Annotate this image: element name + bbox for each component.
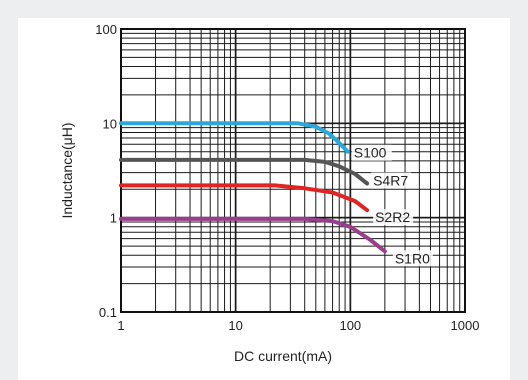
y-tick-label: 1 [110, 211, 117, 226]
series-label-backing [392, 250, 433, 267]
series-label-s4r7: S4R7 [373, 173, 408, 189]
y-tick-label: 100 [95, 22, 117, 37]
chart-card: 1 10 100 1000 0.1 1 10 100 DC current(mA) Inducta… [18, 18, 510, 380]
series-label-backing [373, 209, 414, 226]
series-line-s4r7 [119, 157, 370, 186]
y-tick-label: 10 [103, 116, 117, 131]
series-label-backing [371, 172, 412, 189]
x-tick-label: 1000 [451, 318, 480, 333]
series-line-s100 [119, 121, 350, 154]
series-label-s100: S100 [354, 145, 387, 161]
y-axis-title: Inductance(μH) [59, 123, 75, 219]
x-tick-label: 100 [339, 318, 361, 333]
plot-area [121, 29, 465, 312]
series-label-backing [351, 144, 392, 161]
x-tick-label: 1 [117, 318, 124, 333]
series-line-s1r0 [119, 216, 387, 254]
plot-frame [120, 28, 466, 313]
x-tick-label: 10 [228, 318, 242, 333]
series-line-s2r2 [119, 183, 370, 213]
series-label-s1r0: S1R0 [395, 250, 430, 266]
x-axis-title: DC current(mA) [234, 348, 332, 364]
y-tick-label: 0.1 [99, 305, 117, 320]
series-label-s2r2: S2R2 [375, 209, 410, 225]
